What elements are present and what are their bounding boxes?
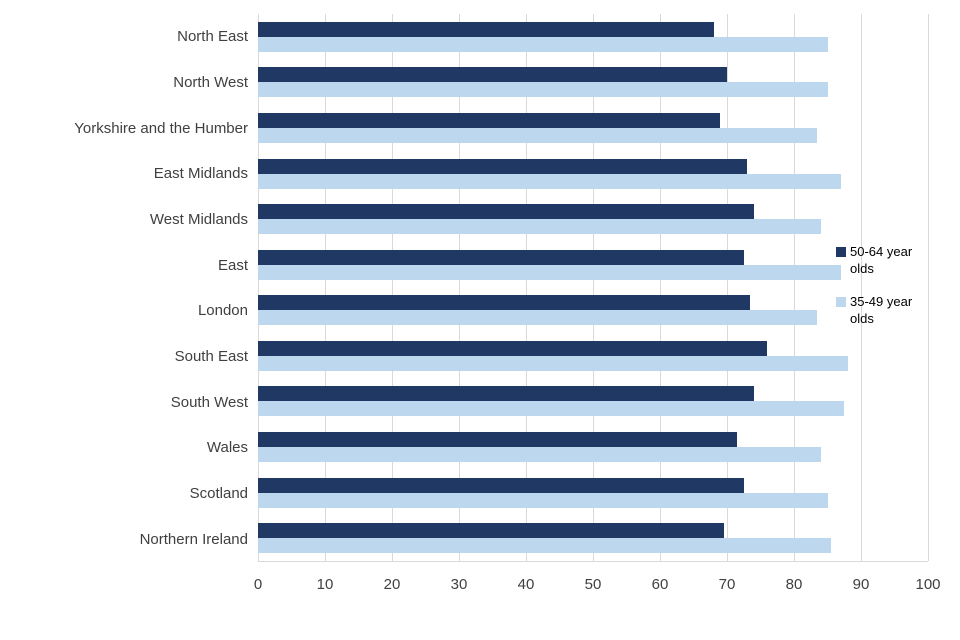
x-axis-labels: 0 10 20 30 40 50 60 70 80 90 100 <box>254 574 941 596</box>
bar-group <box>258 105 928 151</box>
x-tick-label: 60 <box>651 576 669 593</box>
bar-series-1 <box>258 401 845 417</box>
legend-swatch <box>836 247 846 257</box>
bar-series-0 <box>258 21 714 37</box>
category-label: Wales <box>206 439 248 457</box>
bar-series-1 <box>258 310 818 326</box>
category-label: London <box>197 302 248 320</box>
bar-series-0 <box>258 477 744 493</box>
category-label: North East <box>177 28 248 46</box>
bar-rows <box>258 14 928 561</box>
bar-series-1 <box>258 492 828 508</box>
bar-group <box>258 60 928 106</box>
gridline <box>526 14 527 561</box>
bar-series-0 <box>258 431 738 447</box>
bar-group <box>258 424 928 470</box>
bar-series-0 <box>258 158 748 174</box>
category-label: Northern Ireland <box>139 530 248 548</box>
x-tick-label: 40 <box>517 576 535 593</box>
gridline <box>325 14 326 561</box>
bar-series-1 <box>258 446 821 462</box>
bar-series-1 <box>258 127 818 143</box>
x-tick-label: 0 <box>253 576 263 593</box>
bar-group <box>258 333 928 379</box>
bar-group <box>258 151 928 197</box>
x-tick-label: 20 <box>383 576 401 593</box>
x-tick-label: 50 <box>584 576 602 593</box>
bar-group <box>258 515 928 561</box>
bar-series-0 <box>258 340 768 356</box>
gridline <box>727 14 728 561</box>
legend-label: 50-64 year olds <box>850 244 913 276</box>
legend-item: 50-64 year olds <box>836 244 922 278</box>
chart-legend: 50-64 year olds 35-49 year olds <box>836 244 922 328</box>
x-tick-label: 90 <box>852 576 870 593</box>
bar-series-1 <box>258 173 841 189</box>
category-label: East <box>217 256 248 274</box>
bar-group <box>258 287 928 333</box>
bar-series-0 <box>258 249 744 265</box>
legend-item: 35-49 year olds <box>836 294 922 328</box>
category-label: West Midlands <box>149 211 248 229</box>
category-label: Yorkshire and the Humber <box>74 119 248 137</box>
category-label: North West <box>173 74 248 91</box>
bar-group <box>258 242 928 288</box>
category-label: East Midlands <box>153 165 248 183</box>
category-label: South East <box>174 348 248 366</box>
category-label: South West <box>170 393 248 411</box>
bar-series-1 <box>258 219 821 235</box>
x-tick-label: 80 <box>785 576 803 593</box>
bar-series-0 <box>258 386 754 402</box>
x-tick-label: 30 <box>450 576 468 593</box>
y-axis-labels: North East North West Yorkshire and the Hu… <box>0 14 248 562</box>
gridline <box>459 14 460 561</box>
x-tick-label: 100 <box>915 576 941 593</box>
bar-group <box>258 379 928 425</box>
gridline <box>392 14 393 561</box>
bar-series-1 <box>258 355 848 371</box>
bar-series-1 <box>258 82 828 98</box>
category-label: Scotland <box>189 485 248 503</box>
x-tick-label: 70 <box>718 576 736 593</box>
bar-series-0 <box>258 112 721 128</box>
bar-group <box>258 470 928 516</box>
bar-series-0 <box>258 523 724 539</box>
gridline <box>861 14 862 561</box>
legend-swatch <box>836 296 846 307</box>
x-tick-label: 10 <box>316 576 334 593</box>
bar-group <box>258 196 928 242</box>
bar-series-0 <box>258 295 751 311</box>
plot-area <box>258 14 929 562</box>
gridline <box>258 14 259 561</box>
gridline <box>794 14 795 561</box>
bar-series-1 <box>258 264 841 280</box>
gridline <box>593 14 594 561</box>
bar-series-0 <box>258 204 754 220</box>
bar-series-0 <box>258 67 727 83</box>
legend-label: 35-49 year olds <box>850 293 913 326</box>
gridline <box>660 14 661 561</box>
bar-series-1 <box>258 36 828 52</box>
gridline <box>928 14 929 561</box>
bar-series-1 <box>258 538 831 554</box>
bar-group <box>258 14 928 60</box>
